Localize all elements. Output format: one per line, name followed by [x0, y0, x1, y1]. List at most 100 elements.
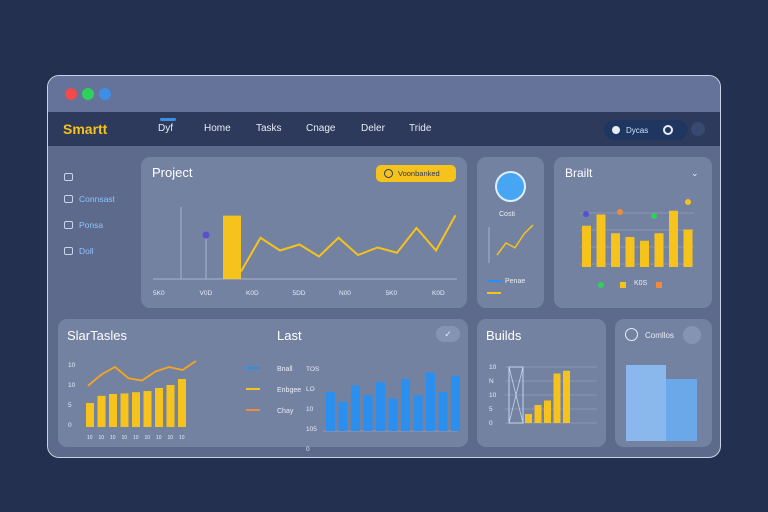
- sidebar-item-doll[interactable]: Doll: [64, 246, 94, 256]
- project-badge[interactable]: Voonbanked: [376, 165, 456, 182]
- legend-swatch: [620, 282, 626, 288]
- nav-item-tride[interactable]: Tride: [409, 123, 432, 134]
- y-tick-label: TOS: [306, 366, 320, 373]
- bar: [596, 214, 606, 267]
- x-tick-label: 10: [145, 435, 151, 441]
- bar: [625, 237, 635, 267]
- top-navbar: Smartt Dyf Home Tasks Cnage Deler Tride …: [48, 112, 720, 146]
- gauge-label: Costi: [499, 211, 515, 218]
- gauge-dial: [495, 171, 526, 202]
- status-pill[interactable]: Dycas: [604, 120, 688, 140]
- maximize-window-button[interactable]: [99, 88, 111, 100]
- y-tick-label: 5: [489, 406, 493, 413]
- brand-logo[interactable]: Smartt: [63, 121, 108, 137]
- y-tick-label: LO: [306, 386, 315, 393]
- x-tick-label: N00: [339, 290, 351, 297]
- smiley-icon: [384, 169, 393, 178]
- status-pill-label: Dycas: [626, 126, 649, 135]
- bar: [611, 233, 620, 267]
- bar: [525, 414, 532, 423]
- y-tick-label: 10: [489, 364, 497, 371]
- last-legend-item-1: Enbgee: [277, 387, 302, 394]
- y-tick-label: 10: [68, 362, 76, 369]
- y-tick-label: 10: [306, 406, 314, 413]
- user-icon[interactable]: [691, 122, 705, 136]
- bar: [683, 229, 693, 267]
- gauge-chart: [487, 224, 534, 294]
- built-card-title: Brailt: [565, 166, 593, 180]
- clock-icon: [612, 126, 620, 134]
- bar: [143, 391, 152, 427]
- bar: [120, 393, 129, 427]
- sidebar-item-connsast[interactable]: Connsast: [64, 194, 115, 204]
- bar: [553, 373, 561, 423]
- bar: [451, 375, 460, 431]
- nav-item-tasks[interactable]: Tasks: [256, 123, 282, 134]
- building-icon: [625, 328, 638, 341]
- active-nav-indicator: [160, 118, 176, 121]
- x-tick-label: 5DD: [293, 290, 306, 297]
- nav-item-home[interactable]: Home: [204, 123, 231, 134]
- data-point: [617, 209, 623, 215]
- bar: [363, 395, 373, 431]
- nav-item-dyf[interactable]: Dyf: [158, 123, 173, 134]
- x-tick-label: 10: [156, 435, 162, 441]
- bar: [426, 372, 435, 431]
- x-tick-label: 10: [179, 435, 185, 441]
- bar: [376, 382, 385, 431]
- home-icon: [64, 173, 73, 181]
- chevron-down-icon[interactable]: ⌄: [691, 168, 699, 178]
- bar: [401, 379, 410, 431]
- bar: [544, 400, 551, 423]
- bar: [640, 240, 649, 267]
- data-point: [651, 213, 657, 219]
- bar: [166, 385, 175, 427]
- bar: [97, 395, 106, 427]
- minimize-window-button[interactable]: [82, 88, 94, 100]
- building-illustration: [626, 365, 666, 441]
- scaffold-brace: [508, 366, 524, 424]
- sidebar-item-ponsa[interactable]: Ponsa: [64, 220, 103, 230]
- gauge-card: Costi Penae: [477, 157, 544, 308]
- close-icon[interactable]: [683, 326, 701, 344]
- project-card: Project Voonbanked 5K0 V0D K0D 5DD N00 5K0 K0D…: [141, 157, 491, 308]
- series-line: [87, 360, 197, 387]
- builds-card: Builds 10 N 10 5 0: [477, 319, 606, 447]
- close-window-button[interactable]: [65, 88, 77, 100]
- nav-item-cnage[interactable]: Cnage: [306, 123, 336, 134]
- title-bar: [48, 76, 720, 112]
- x-tick-label: 10: [110, 435, 116, 441]
- y-tick-label: 0: [306, 446, 310, 453]
- checkmark-icon[interactable]: ✓: [436, 326, 460, 342]
- bar: [413, 395, 423, 431]
- nav-item-deler[interactable]: Deler: [361, 123, 385, 134]
- x-tick-label: 5K0: [153, 290, 165, 297]
- bar: [534, 405, 542, 423]
- x-tick-label: 10: [168, 435, 174, 441]
- bar: [654, 233, 664, 267]
- condos-card: Comllos: [615, 319, 712, 447]
- bar: [338, 401, 348, 431]
- bar: [438, 392, 448, 431]
- bar: [109, 394, 117, 427]
- bar: [351, 385, 360, 431]
- legend-swatch: [656, 282, 662, 288]
- y-tick-label: 10: [68, 382, 76, 389]
- y-tick-label: 105: [306, 426, 317, 433]
- last-legend-item-0: Bnall: [277, 366, 293, 373]
- bar: [223, 215, 241, 279]
- x-tick-label: 10: [87, 435, 93, 441]
- x-tick-label: V0D: [200, 290, 213, 297]
- settings-icon[interactable]: [663, 125, 673, 135]
- sidebar-item-home[interactable]: [64, 172, 79, 182]
- last-legend-item-2: Chay: [277, 408, 294, 415]
- stats-card: SlarTasles Last ✓ 10 10 5 0 10 10 10 10 10 10 10 10…: [58, 319, 468, 453]
- series-line: [496, 224, 534, 256]
- y-tick-label: 0: [68, 422, 72, 429]
- x-tick-label: 5K0: [386, 290, 398, 297]
- series-line: [240, 214, 457, 273]
- lock-icon: [64, 247, 73, 255]
- marker-dot: [202, 231, 210, 239]
- bar: [563, 370, 570, 423]
